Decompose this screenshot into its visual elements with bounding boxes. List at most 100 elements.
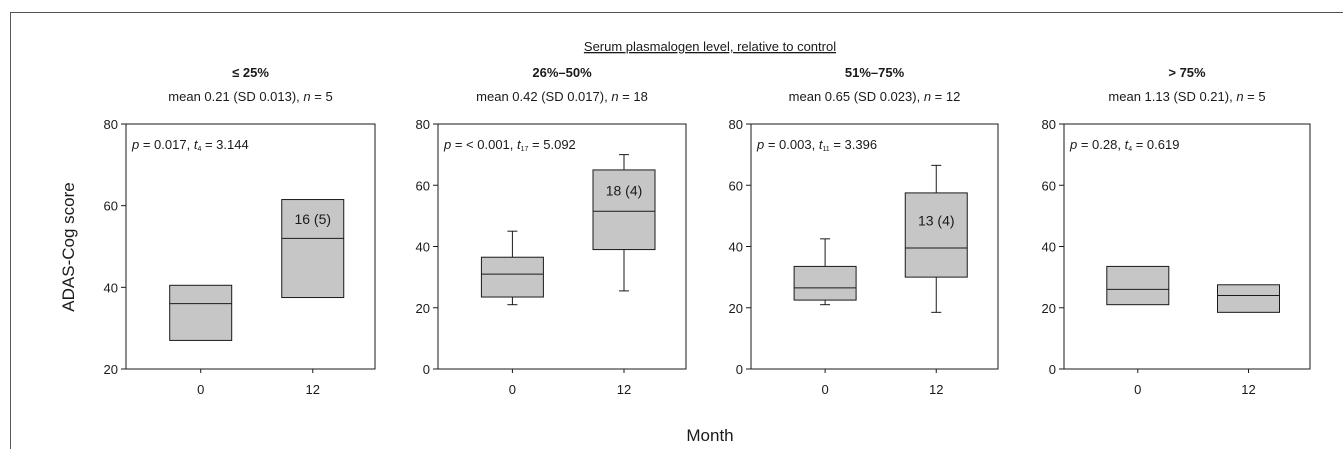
- box-count-label: 13 (4): [918, 212, 955, 228]
- test-p-value: = < 0.001,: [451, 137, 517, 152]
- y-tick-label: 40: [1042, 240, 1056, 255]
- panel-2: 26%–50% mean 0.42 (SD 0.017), n = 18 0 20 40…: [416, 65, 687, 397]
- x-tick-label: 12: [617, 382, 631, 397]
- stats-n-value: = 5: [1244, 89, 1266, 104]
- test-p-value: = 0.28,: [1077, 137, 1124, 152]
- test-p-value: = 0.003,: [764, 137, 819, 152]
- y-tick-label: 80: [416, 117, 430, 132]
- y-tick-label: 20: [1042, 301, 1056, 316]
- y-tick-label: 20: [729, 301, 743, 316]
- test-t-label: t: [1125, 137, 1130, 152]
- y-tick-label: 0: [423, 362, 430, 377]
- test-p-label: p: [131, 137, 139, 152]
- test-t-df: 11: [822, 146, 829, 153]
- box-12: 18 (4): [592, 154, 656, 292]
- group-stats: mean 0.65 (SD 0.023), n = 12: [789, 89, 961, 104]
- y-tick-label: 0: [1049, 362, 1056, 377]
- box-iqr: [904, 192, 968, 278]
- test-t-value: = 3.144: [201, 137, 248, 152]
- y-axis-label: ADAS-Cog score: [59, 182, 78, 311]
- x-tick-label: 12: [1241, 382, 1255, 397]
- stats-prefix: mean 0.42 (SD 0.017),: [476, 89, 611, 104]
- box-iqr: [793, 265, 857, 301]
- group-stats: mean 0.21 (SD 0.013), n = 5: [168, 89, 332, 104]
- x-tick-label: 0: [1134, 382, 1141, 397]
- x-tick-label: 12: [929, 382, 943, 397]
- stats-prefix: mean 1.13 (SD 0.21),: [1108, 89, 1236, 104]
- test-t-value: = 0.619: [1132, 137, 1179, 152]
- box-0: [480, 230, 544, 306]
- y-tick-label: 80: [1042, 117, 1056, 132]
- y-tick-label: 20: [416, 301, 430, 316]
- test-p-label: p: [756, 137, 764, 152]
- y-tick-label: 40: [104, 280, 118, 295]
- box-12: 13 (4): [904, 164, 968, 313]
- stats-n-value: = 18: [619, 89, 648, 104]
- figure-frame: [10, 12, 1343, 449]
- panel-4: > 75% mean 1.13 (SD 0.21), n = 5 0 20 40 60 80…: [1042, 65, 1311, 397]
- panel-3: 51%–75% mean 0.65 (SD 0.023), n = 12 0 20 40…: [729, 65, 999, 397]
- stats-n-label: n: [924, 89, 931, 104]
- y-tick-label: 40: [416, 240, 430, 255]
- y-tick-label: 60: [1042, 178, 1056, 193]
- panel-1: ≤ 25%mean 0.21 (SD 0.013), n = 520406080…: [104, 65, 376, 397]
- stats-n-label: n: [1236, 89, 1243, 104]
- box-12: [1217, 284, 1280, 313]
- stats-n-value: = 12: [931, 89, 960, 104]
- panels: ≤ 25%mean 0.21 (SD 0.013), n = 520406080…: [104, 65, 1311, 397]
- box-0: [1106, 265, 1170, 306]
- y-tick-label: 80: [104, 117, 118, 132]
- test-t-df: 4: [197, 146, 201, 153]
- test-t-value: = 3.396: [830, 137, 877, 152]
- y-tick-label: 0: [736, 362, 743, 377]
- plot-area: [125, 123, 376, 370]
- test-t-label: t: [819, 137, 824, 152]
- box-count-label: 16 (5): [294, 211, 331, 227]
- box-count-label: 18 (4): [606, 183, 643, 199]
- test-t-label: t: [194, 137, 199, 152]
- x-tick-label: 0: [821, 382, 828, 397]
- y-tick-label: 80: [729, 117, 743, 132]
- stats-n-label: n: [611, 89, 618, 104]
- test-p-label: p: [443, 137, 451, 152]
- y-tick-label: 20: [104, 362, 118, 377]
- test-t-value: = 5.092: [528, 137, 575, 152]
- y-tick-label: 60: [416, 178, 430, 193]
- test-p-value: = 0.017,: [139, 137, 194, 152]
- box-iqr: [281, 199, 345, 299]
- test-statistic: p = 0.003, t11 = 3.396: [756, 137, 877, 153]
- test-t-df: 17: [521, 146, 529, 153]
- stats-n-value: = 5: [311, 89, 333, 104]
- group-stats: mean 0.42 (SD 0.017), n = 18: [476, 89, 648, 104]
- box-iqr: [1106, 265, 1170, 306]
- test-t-label: t: [517, 137, 522, 152]
- x-axis-label: Month: [686, 426, 733, 445]
- stats-prefix: mean 0.65 (SD 0.023),: [789, 89, 924, 104]
- test-statistic: p = 0.017, t4 = 3.144: [131, 137, 249, 153]
- box-iqr: [1217, 284, 1280, 313]
- x-tick-label: 12: [306, 382, 320, 397]
- stats-prefix: mean 0.21 (SD 0.013),: [168, 89, 303, 104]
- test-p-label: p: [1069, 137, 1077, 152]
- y-tick-label: 60: [729, 178, 743, 193]
- group-label: 26%–50%: [532, 65, 592, 80]
- box-iqr: [169, 284, 233, 341]
- x-tick-label: 0: [509, 382, 516, 397]
- box-0: [793, 238, 857, 306]
- figure-title: Serum plasmalogen level, relative to con…: [584, 39, 836, 54]
- y-tick-label: 40: [729, 240, 743, 255]
- test-statistic: p = 0.28, t4 = 0.619: [1069, 137, 1179, 153]
- box-0: [169, 284, 233, 341]
- box-iqr: [592, 169, 656, 251]
- stats-n-label: n: [303, 89, 310, 104]
- x-tick-label: 0: [197, 382, 204, 397]
- group-stats: mean 1.13 (SD 0.21), n = 5: [1108, 89, 1265, 104]
- group-label: 51%–75%: [845, 65, 905, 80]
- box-12: 16 (5): [281, 199, 345, 299]
- group-label: ≤ 25%: [232, 65, 269, 80]
- y-tick-label: 60: [104, 199, 118, 214]
- group-label: > 75%: [1168, 65, 1206, 80]
- test-statistic: p = < 0.001, t17 = 5.092: [443, 137, 576, 153]
